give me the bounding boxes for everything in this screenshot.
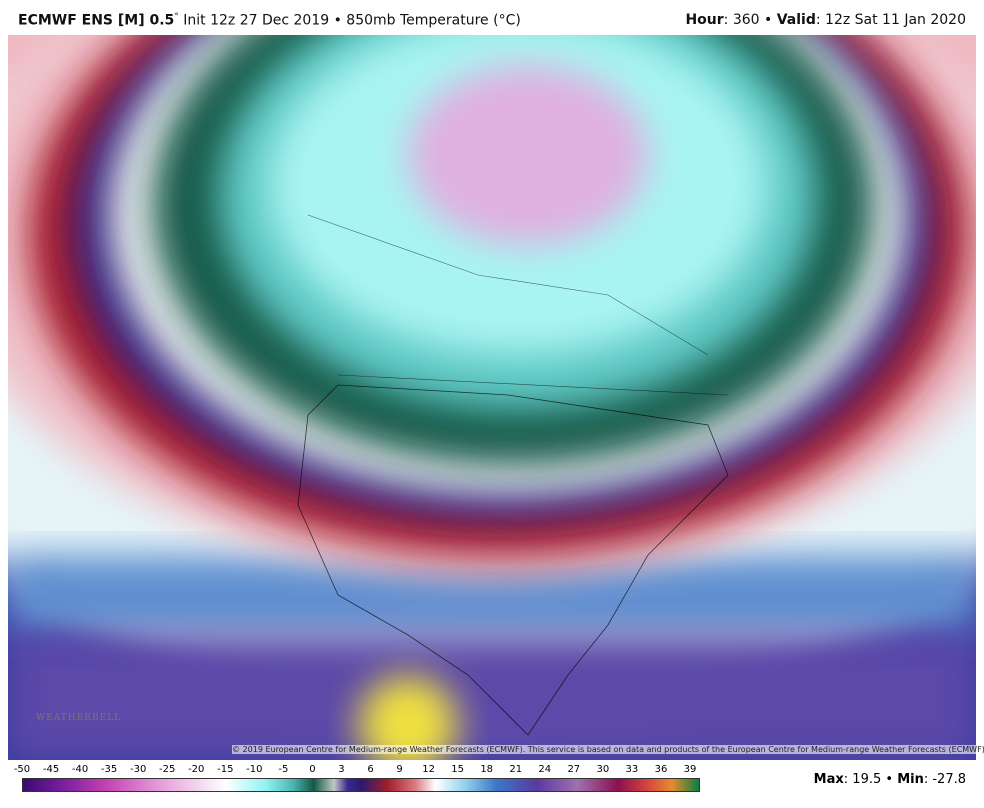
colorbar-label: 15 <box>451 764 465 775</box>
colorbar-label: 27 <box>567 764 581 775</box>
map <box>8 35 976 760</box>
colorbar-label: -35 <box>100 764 118 775</box>
colorbar-label: 12 <box>422 764 435 775</box>
colorbar-label: 18 <box>480 764 494 775</box>
valid-value: : 12z Sat 11 Jan 2020 <box>815 12 966 28</box>
colorbar-label: 3 <box>338 764 345 775</box>
max-label: Max <box>813 772 844 787</box>
hour-value: : 360 • <box>723 12 773 28</box>
colorbar-label: -5 <box>278 764 289 775</box>
model: ECMWF ENS [M] 0.5 <box>18 12 175 29</box>
colorbar-label: -50 <box>13 764 31 775</box>
colorbar-label: -15 <box>217 764 234 775</box>
colorbar-label: 39 <box>683 764 697 775</box>
min-value: : -27.8 <box>923 772 966 787</box>
valid-label: Valid <box>776 12 816 28</box>
colorbar-label: 24 <box>538 764 552 775</box>
colorbar-labels: -50 -45 -40 -35 -30 -25 -20 -15 -10 -5 0 3 6 9 12 15 18 2… <box>0 764 984 778</box>
colorbar-label: -40 <box>71 764 89 775</box>
colorbar-label: 33 <box>625 764 639 775</box>
colorbar <box>22 778 700 792</box>
copyright: © 2019 European Centre for Medium-range … <box>232 745 984 754</box>
degree: ° <box>174 12 179 22</box>
colorbar-label: -10 <box>246 764 263 775</box>
logo: WEATHERBELL <box>36 713 122 723</box>
colorbar-label: 0 <box>309 764 316 775</box>
colorbar-label: -25 <box>159 764 176 775</box>
colorbar-label: 6 <box>367 764 374 775</box>
max-min: Max: 19.5 • Min: -27.8 <box>814 772 966 787</box>
colorbar-label: 36 <box>654 764 668 775</box>
hour-label: Hour <box>685 12 724 28</box>
init: Init 12z 27 Dec 2019 • 850mb Temperature… <box>183 12 521 29</box>
valid-info: Hour: 360 • Valid: 12z Sat 11 Jan 2020 <box>685 12 966 28</box>
colorbar-label: -30 <box>130 764 147 775</box>
colorbar-label: 30 <box>596 764 610 775</box>
min-label: Min <box>897 772 924 787</box>
colorbar-label: 21 <box>509 764 523 775</box>
max-value: : 19.5 • <box>843 772 894 787</box>
colorbar-label: -45 <box>42 764 60 775</box>
temperature-field <box>8 35 976 760</box>
colorbar-label: 9 <box>396 764 403 775</box>
title: ECMWF ENS [M] 0.5° Init 12z 27 Dec 2019 … <box>18 12 521 29</box>
colorbar-label: -20 <box>188 764 205 775</box>
